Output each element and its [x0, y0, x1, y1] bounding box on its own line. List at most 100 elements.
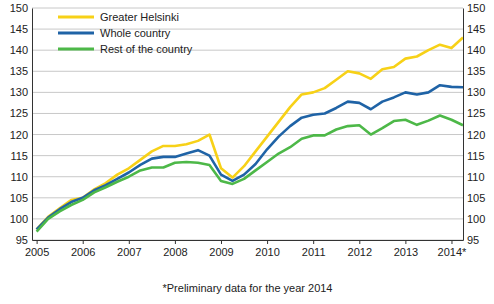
grid-line	[32, 240, 463, 241]
series-line	[37, 116, 463, 232]
tick: 100	[10, 213, 32, 225]
tick-label: 2005	[25, 246, 49, 258]
tick: 2012	[348, 240, 372, 258]
tick-mark	[221, 240, 222, 244]
tick: 2011	[302, 240, 326, 258]
tick-mark	[359, 240, 360, 244]
grid-line	[32, 134, 463, 135]
grid-line	[32, 197, 463, 198]
tick-mark	[175, 240, 176, 244]
axis-line	[463, 9, 464, 241]
tick: 2008	[163, 240, 187, 258]
annotation: *Preliminary data for the year 2014	[163, 282, 333, 294]
tick-mark	[405, 240, 406, 244]
tick-label: 2009	[209, 246, 233, 258]
tick-label: 145	[467, 23, 485, 35]
tick: 100	[463, 213, 485, 225]
tick: 105	[10, 192, 32, 204]
tick: 2007	[117, 240, 141, 258]
tick-mark	[451, 240, 452, 244]
tick: 95	[463, 234, 479, 246]
tick: 140	[463, 44, 485, 56]
tick: 125	[463, 107, 485, 119]
tick-label: 2008	[163, 246, 187, 258]
tick-label: 125	[467, 107, 485, 119]
tick-label: 140	[467, 44, 485, 56]
tick: 130	[463, 86, 485, 98]
tick-label: 110	[467, 171, 485, 183]
chart: 2005 2006 2007 2008 2009 2010 2011 2012 2013 2014…	[0, 0, 494, 304]
tick: 150	[463, 2, 485, 14]
tick-mark	[37, 240, 38, 244]
tick-label: 2014*	[438, 246, 467, 258]
legend-entry: Greater Helsinki	[58, 11, 179, 23]
tick: 120	[10, 129, 32, 141]
tick-label: 2011	[302, 246, 326, 258]
tick-label: 2013	[394, 246, 418, 258]
axis-line	[32, 9, 33, 241]
tick-mark	[129, 240, 130, 244]
tick-label: 100	[10, 213, 28, 225]
tick-label: 145	[10, 23, 28, 35]
tick-label: 120	[467, 129, 485, 141]
y2-axis: 95 100 105 110 115 120 125 130 135 140 145 150	[463, 2, 485, 246]
grid-line	[32, 29, 463, 30]
tick-mark	[267, 240, 268, 244]
tick: 150	[10, 2, 32, 14]
legend-swatch	[58, 32, 94, 35]
tick-label: 105	[467, 192, 485, 204]
tick-label: 2006	[71, 246, 95, 258]
tick-label: 115	[467, 150, 485, 162]
tick-label: 130	[10, 86, 28, 98]
tick: 115	[10, 150, 32, 162]
tick-label: 2007	[117, 246, 141, 258]
tick: 125	[10, 107, 32, 119]
tick-label: 2012	[348, 246, 372, 258]
legend-swatch	[58, 16, 94, 19]
series-line	[37, 85, 463, 229]
legend-entry: Rest of the country	[58, 43, 193, 55]
tick-label: 95	[467, 234, 479, 246]
tick-label: 2010	[255, 246, 279, 258]
tick: 120	[463, 129, 485, 141]
tick: 95	[16, 234, 32, 246]
legend: Greater Helsinki Whole country Rest of the…	[58, 11, 193, 55]
grid-line	[32, 155, 463, 156]
legend-swatch	[58, 48, 94, 51]
tick-label: 150	[467, 2, 485, 14]
grid-line	[32, 113, 463, 114]
grid-line	[32, 8, 463, 9]
tick: 105	[463, 192, 485, 204]
axis-line	[33, 240, 464, 241]
tick: 2009	[209, 240, 233, 258]
tick-label: 120	[10, 129, 28, 141]
tick: 2013	[394, 240, 418, 258]
grid-line	[32, 92, 463, 93]
x-axis: 2005 2006 2007 2008 2009 2010 2011 2012 2013 2014…	[25, 240, 467, 258]
tick: 2010	[255, 240, 279, 258]
tick: 110	[10, 171, 32, 183]
tick: 115	[463, 150, 485, 162]
grid-line	[32, 71, 463, 72]
tick-label: 95	[16, 234, 28, 246]
plot-area	[37, 38, 463, 232]
tick: 145	[10, 23, 32, 35]
tick-label: 115	[10, 150, 28, 162]
tick: 130	[10, 86, 32, 98]
tick-mark	[83, 240, 84, 244]
legend-label: Greater Helsinki	[100, 11, 179, 23]
tick-label: 140	[10, 44, 28, 56]
tick: 110	[463, 171, 485, 183]
tick-label: 100	[467, 213, 485, 225]
legend-entry: Whole country	[58, 27, 171, 39]
tick-label: 105	[10, 192, 28, 204]
tick-label: 125	[10, 107, 28, 119]
tick: 2005	[25, 240, 49, 258]
legend-label: Whole country	[100, 27, 171, 39]
tick-label: 150	[10, 2, 28, 14]
y-axis: 95 100 105 110 115 120 125 130 135 140 145 150	[10, 2, 33, 246]
series-line	[37, 38, 463, 230]
tick: 135	[463, 65, 485, 77]
tick-label: 135	[10, 65, 28, 77]
grid-line	[32, 218, 463, 219]
